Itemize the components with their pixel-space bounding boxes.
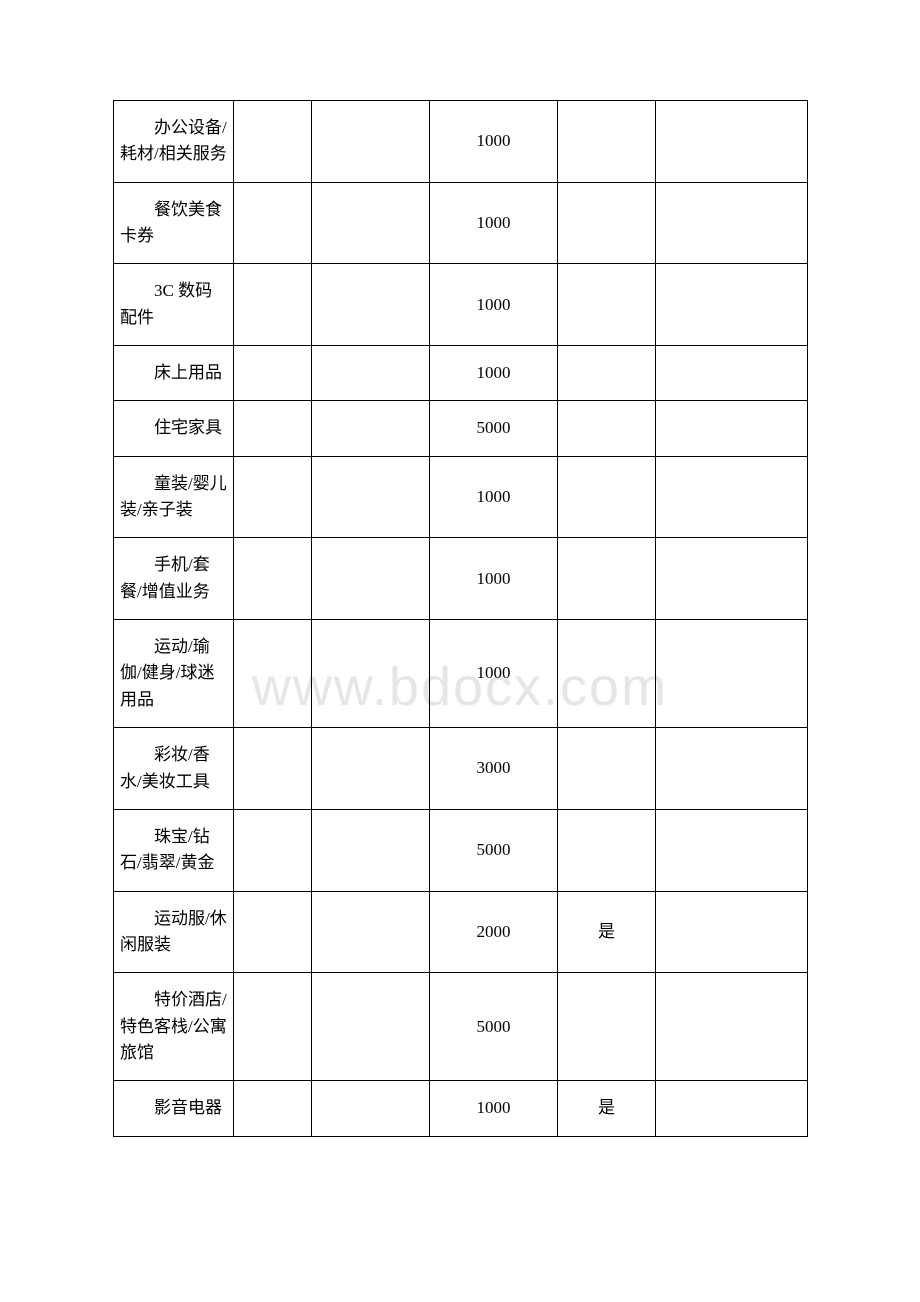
- cell-flag: [558, 456, 656, 538]
- cell-category: 童装/婴儿装/亲子装: [114, 456, 234, 538]
- table-row: 彩妆/香水/美妆工具 3000: [114, 728, 808, 810]
- cell-category: 运动服/休闲服装: [114, 891, 234, 973]
- cell-col3: [312, 1081, 430, 1136]
- cell-col3: [312, 973, 430, 1081]
- cell-amount: 1000: [430, 182, 558, 264]
- cell-col2: [234, 456, 312, 538]
- cell-amount: 1000: [430, 1081, 558, 1136]
- cell-col6: [656, 809, 808, 891]
- table-row: 珠宝/钻石/翡翠/黄金 5000: [114, 809, 808, 891]
- cell-col2: [234, 1081, 312, 1136]
- cell-col3: [312, 346, 430, 401]
- table-row: 住宅家具 5000: [114, 401, 808, 456]
- cell-amount: 1000: [430, 538, 558, 620]
- cell-category: 办公设备/耗材/相关服务: [114, 101, 234, 183]
- cell-col6: [656, 891, 808, 973]
- table-row: 童装/婴儿装/亲子装 1000: [114, 456, 808, 538]
- cell-category: 餐饮美食卡券: [114, 182, 234, 264]
- cell-col2: [234, 620, 312, 728]
- cell-col3: [312, 538, 430, 620]
- cell-col2: [234, 182, 312, 264]
- cell-amount: 1000: [430, 620, 558, 728]
- cell-col2: [234, 538, 312, 620]
- cell-flag: [558, 182, 656, 264]
- cell-category: 住宅家具: [114, 401, 234, 456]
- table-row: 餐饮美食卡券 1000: [114, 182, 808, 264]
- cell-amount: 1000: [430, 101, 558, 183]
- cell-col6: [656, 346, 808, 401]
- cell-col3: [312, 891, 430, 973]
- cell-col2: [234, 891, 312, 973]
- cell-col6: [656, 101, 808, 183]
- cell-flag: [558, 538, 656, 620]
- table-row: 手机/套餐/增值业务 1000: [114, 538, 808, 620]
- cell-col6: [656, 728, 808, 810]
- cell-col2: [234, 809, 312, 891]
- cell-amount: 1000: [430, 456, 558, 538]
- category-table: 办公设备/耗材/相关服务 1000 餐饮美食卡券 1000 3C 数码配件 10…: [113, 100, 808, 1137]
- cell-flag: 是: [558, 1081, 656, 1136]
- cell-col3: [312, 264, 430, 346]
- cell-col2: [234, 101, 312, 183]
- cell-category: 影音电器: [114, 1081, 234, 1136]
- cell-col2: [234, 401, 312, 456]
- cell-col2: [234, 346, 312, 401]
- cell-amount: 5000: [430, 401, 558, 456]
- table-row: 运动/瑜伽/健身/球迷用品 1000: [114, 620, 808, 728]
- cell-category: 3C 数码配件: [114, 264, 234, 346]
- cell-amount: 1000: [430, 346, 558, 401]
- table-row: 床上用品 1000: [114, 346, 808, 401]
- cell-col6: [656, 973, 808, 1081]
- cell-amount: 2000: [430, 891, 558, 973]
- cell-col3: [312, 620, 430, 728]
- cell-flag: [558, 346, 656, 401]
- cell-flag: [558, 809, 656, 891]
- cell-col2: [234, 728, 312, 810]
- cell-category: 床上用品: [114, 346, 234, 401]
- cell-col3: [312, 456, 430, 538]
- cell-amount: 5000: [430, 973, 558, 1081]
- cell-col3: [312, 182, 430, 264]
- table-row: 特价酒店/特色客栈/公寓旅馆 5000: [114, 973, 808, 1081]
- cell-col2: [234, 973, 312, 1081]
- cell-category: 运动/瑜伽/健身/球迷用品: [114, 620, 234, 728]
- cell-flag: [558, 101, 656, 183]
- cell-col2: [234, 264, 312, 346]
- cell-col6: [656, 620, 808, 728]
- cell-category: 特价酒店/特色客栈/公寓旅馆: [114, 973, 234, 1081]
- cell-category: 彩妆/香水/美妆工具: [114, 728, 234, 810]
- table-row: 办公设备/耗材/相关服务 1000: [114, 101, 808, 183]
- cell-flag: [558, 973, 656, 1081]
- cell-col6: [656, 1081, 808, 1136]
- table-row: 3C 数码配件 1000: [114, 264, 808, 346]
- cell-flag: [558, 264, 656, 346]
- cell-col6: [656, 264, 808, 346]
- cell-col6: [656, 182, 808, 264]
- cell-flag: 是: [558, 891, 656, 973]
- cell-col3: [312, 101, 430, 183]
- cell-col3: [312, 809, 430, 891]
- cell-col3: [312, 401, 430, 456]
- cell-col6: [656, 456, 808, 538]
- cell-col6: [656, 401, 808, 456]
- cell-flag: [558, 728, 656, 810]
- cell-col3: [312, 728, 430, 810]
- cell-amount: 3000: [430, 728, 558, 810]
- table-row: 影音电器 1000 是: [114, 1081, 808, 1136]
- table-row: 运动服/休闲服装 2000 是: [114, 891, 808, 973]
- cell-amount: 5000: [430, 809, 558, 891]
- cell-category: 珠宝/钻石/翡翠/黄金: [114, 809, 234, 891]
- cell-col6: [656, 538, 808, 620]
- cell-flag: [558, 401, 656, 456]
- cell-category: 手机/套餐/增值业务: [114, 538, 234, 620]
- cell-flag: [558, 620, 656, 728]
- cell-amount: 1000: [430, 264, 558, 346]
